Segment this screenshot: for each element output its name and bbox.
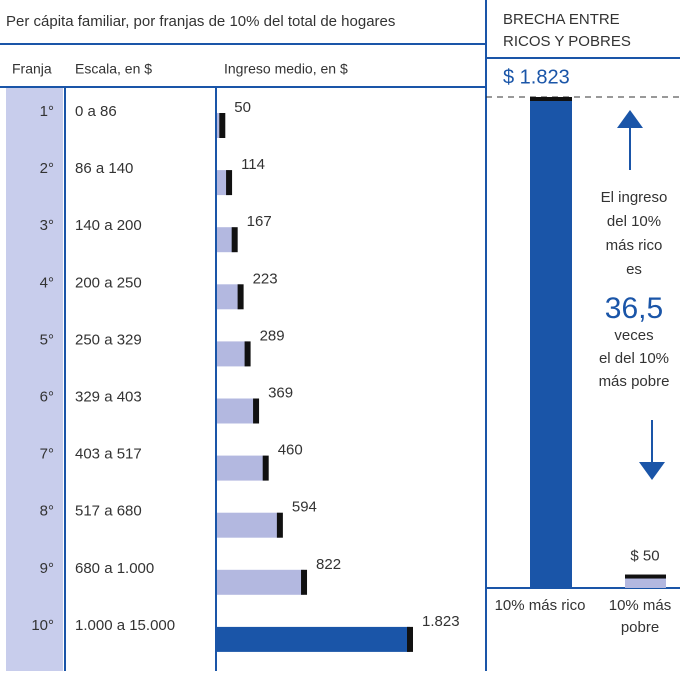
bar-cap (226, 170, 233, 196)
panel-title: RICOS Y POBRES (503, 33, 631, 50)
value-label: 460 (278, 442, 303, 459)
bottom-label: $ 50 (630, 548, 659, 565)
escala: 0 a 86 (75, 103, 117, 120)
value-label: 223 (253, 270, 278, 287)
bar-cap (231, 227, 238, 253)
gap-text: del 10% (607, 213, 661, 230)
gap-text: el del 10% (599, 350, 669, 367)
value-label: 822 (316, 556, 341, 573)
bar-cap (407, 626, 413, 652)
bar-cap (262, 455, 269, 481)
title: Per cápita familiar, por franjas de 10% … (6, 13, 395, 30)
bar-cap (253, 398, 260, 424)
bar (217, 455, 266, 481)
bar (217, 170, 230, 196)
ratio: 36,5 (605, 292, 663, 325)
gap-text: más pobre (599, 373, 670, 390)
franja: 7° (40, 446, 54, 463)
column-header: Ingreso medio, en $ (224, 61, 348, 77)
value-label: 167 (247, 213, 272, 230)
escala: 1.000 a 15.000 (75, 617, 175, 634)
value-label: 1.823 (422, 613, 460, 630)
bar-cap (219, 113, 226, 138)
escala: 86 a 140 (75, 160, 133, 177)
escala: 329 a 403 (75, 388, 142, 405)
value-label: 289 (260, 327, 285, 344)
franja: 3° (40, 217, 54, 234)
panel-title: BRECHA ENTRE (503, 11, 620, 28)
franja: 10° (31, 617, 54, 634)
rich-label: 10% más rico (495, 597, 586, 614)
bar (217, 227, 235, 253)
column-header: Franja (12, 61, 52, 77)
rich-bar (530, 97, 572, 588)
escala: 140 a 200 (75, 217, 142, 234)
bar (217, 569, 305, 595)
poor-label: 10% más (609, 597, 672, 614)
franja: 9° (40, 560, 54, 577)
franja: 2° (40, 160, 54, 177)
franja: 4° (40, 274, 54, 291)
arrow-head (617, 110, 643, 128)
rich-cap (530, 97, 572, 101)
franja: 1° (40, 103, 54, 120)
bar (217, 284, 241, 310)
franja: 6° (40, 388, 54, 405)
value-label: 50 (234, 99, 251, 116)
gap-text: más rico (606, 237, 663, 254)
escala: 680 a 1.000 (75, 560, 154, 577)
gap-text: es (626, 261, 642, 278)
bar (217, 341, 248, 367)
value-label: 594 (292, 499, 317, 516)
value-label: 114 (241, 156, 265, 173)
value-label: 369 (268, 384, 293, 401)
escala: 200 a 250 (75, 274, 142, 291)
bar (217, 512, 280, 538)
poor-cap (625, 574, 666, 579)
bar-cap (237, 284, 244, 310)
bar-cap (244, 341, 251, 367)
bar-cap (301, 569, 308, 595)
arrow-head (639, 462, 665, 480)
franja: 5° (40, 331, 54, 348)
top-label: $ 1.823 (503, 66, 570, 88)
bar (217, 626, 410, 652)
column-header: Escala, en $ (75, 61, 152, 77)
bar-cap (276, 512, 283, 538)
escala: 517 a 680 (75, 503, 142, 520)
gap-text: El ingreso (601, 189, 668, 206)
poor-label: pobre (621, 619, 659, 636)
bar (217, 398, 257, 424)
escala: 250 a 329 (75, 331, 142, 348)
gap-text: veces (614, 327, 653, 344)
franja-column-bg (6, 87, 63, 671)
franja: 8° (40, 503, 54, 520)
escala: 403 a 517 (75, 446, 142, 463)
